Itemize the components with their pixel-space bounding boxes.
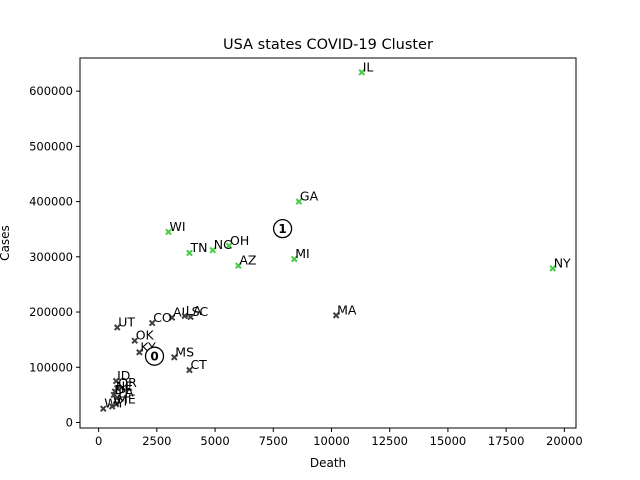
point-label: UT xyxy=(118,314,135,329)
plot-area xyxy=(79,57,577,429)
cluster-centroids: 01 xyxy=(144,218,293,366)
data-point-oh xyxy=(225,242,233,250)
data-point-la xyxy=(181,312,189,320)
point-label: OH xyxy=(230,233,249,248)
x-axis-ticks: 0 2500 5000 7500 10000 12500 15000 17500 20000 xyxy=(95,428,583,448)
x-tick-label: 5000 xyxy=(200,434,229,448)
y-axis-label: Cases xyxy=(0,225,12,261)
data-point-tn xyxy=(186,249,193,257)
data-point-ct xyxy=(186,366,193,374)
data-point-ok xyxy=(131,337,139,345)
x-tick-label: 10000 xyxy=(313,434,350,448)
data-point-id xyxy=(112,377,120,385)
data-point-sc xyxy=(187,313,194,321)
data-point-ny xyxy=(549,265,557,272)
point-label: CT xyxy=(190,357,207,372)
point-label: GA xyxy=(300,189,319,204)
point-label: MS xyxy=(175,344,194,359)
centroid-marker xyxy=(144,346,165,366)
y-tick-label: 400000 xyxy=(29,195,73,209)
point-label: CO xyxy=(153,310,172,325)
data-point-ma xyxy=(332,312,340,319)
centroid-label: 1 xyxy=(278,222,286,236)
point-label: IL xyxy=(363,59,374,74)
point-label: NC xyxy=(214,237,232,252)
chart-title: USA states COVID-19 Cluster xyxy=(223,37,433,53)
data-point-vt xyxy=(108,403,116,410)
data-point-al xyxy=(168,314,176,321)
point-label: OR xyxy=(118,375,137,390)
data-point-il xyxy=(358,69,366,76)
y-tick-label: 0 xyxy=(66,415,73,429)
y-tick-label: 100000 xyxy=(29,360,73,374)
data-point-nc xyxy=(209,246,217,254)
data-point-ut xyxy=(113,324,121,331)
data-point-wy xyxy=(99,405,107,412)
centroid-label: 0 xyxy=(150,350,158,364)
x-tick-label: 7500 xyxy=(259,434,288,448)
point-label: OK xyxy=(136,328,155,343)
point-label: ME xyxy=(117,391,136,406)
data-point-ga xyxy=(295,198,303,205)
point-label: VT xyxy=(113,393,130,408)
point-label: MI xyxy=(295,246,309,261)
x-tick-label: 0 xyxy=(95,434,102,448)
point-label: LA xyxy=(186,303,202,318)
data-point-me xyxy=(112,400,120,408)
y-axis-ticks: 0 100000 200000 300000 400000 500000 600000 xyxy=(29,84,80,429)
data-point-az xyxy=(235,262,242,269)
point-label: MA xyxy=(337,302,357,317)
x-tick-label: 20000 xyxy=(546,434,583,448)
data-point-pa xyxy=(113,394,121,401)
x-tick-label: 12500 xyxy=(371,434,408,448)
point-label: PA xyxy=(118,385,134,400)
point-label: WI xyxy=(169,219,185,234)
x-tick-label: 15000 xyxy=(430,434,467,448)
data-point-wi xyxy=(165,228,172,236)
y-tick-label: 600000 xyxy=(29,84,73,98)
data-point-mi xyxy=(290,255,298,263)
point-label: SC xyxy=(192,304,209,319)
x-tick-label: 2500 xyxy=(142,434,171,448)
point-label: DE xyxy=(115,382,133,397)
data-point-ky xyxy=(136,349,143,356)
data-point-ms xyxy=(171,354,178,361)
point-label: TN xyxy=(189,240,207,255)
point-label: NE xyxy=(116,379,133,394)
point-label: ID xyxy=(117,368,130,383)
point-label: AZ xyxy=(239,253,256,268)
x-tick-label: 17500 xyxy=(488,434,525,448)
y-tick-label: 300000 xyxy=(29,250,73,264)
y-tick-label: 200000 xyxy=(29,305,73,319)
data-point-co xyxy=(148,319,156,327)
y-tick-label: 500000 xyxy=(29,139,73,153)
centroid-marker xyxy=(272,218,293,239)
point-label: WY xyxy=(104,396,124,411)
point-label: NY xyxy=(554,255,571,270)
x-axis-label: Death xyxy=(310,456,346,470)
